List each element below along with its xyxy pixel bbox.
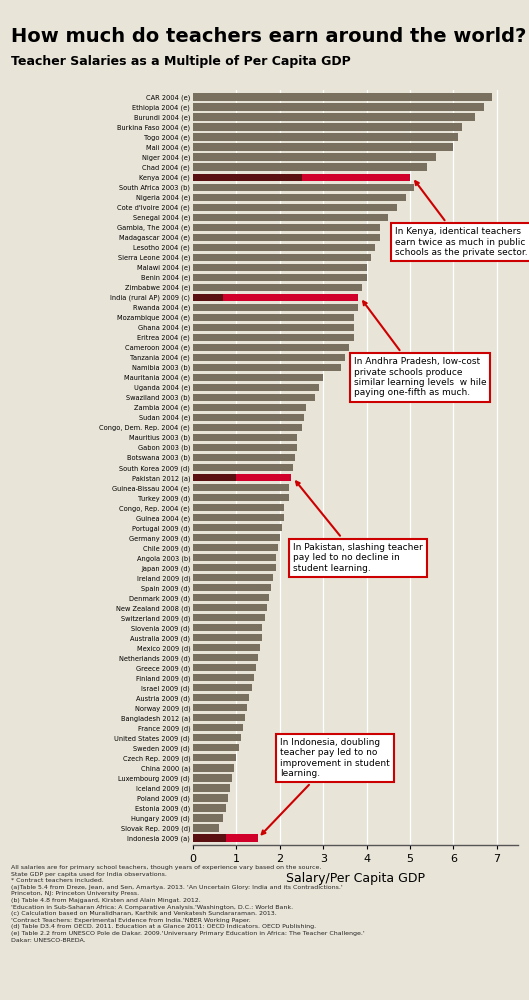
- Bar: [193, 304, 358, 311]
- Bar: [193, 494, 288, 501]
- Bar: [193, 614, 264, 621]
- Bar: [193, 244, 375, 251]
- Bar: [193, 794, 228, 802]
- Bar: [193, 103, 484, 111]
- Bar: [193, 324, 353, 331]
- Bar: [193, 674, 254, 681]
- Text: Teacher Salaries as a Multiple of Per Capita GDP: Teacher Salaries as a Multiple of Per Ca…: [11, 55, 350, 68]
- Bar: [193, 704, 248, 711]
- Bar: [193, 504, 284, 511]
- Bar: [193, 334, 353, 341]
- Bar: [193, 214, 388, 221]
- Bar: [193, 554, 276, 561]
- Bar: [193, 574, 273, 581]
- Bar: [193, 744, 239, 751]
- Bar: [193, 684, 252, 691]
- Bar: [193, 374, 323, 381]
- Bar: [193, 434, 297, 441]
- Bar: [193, 424, 302, 431]
- Bar: [193, 284, 362, 291]
- Bar: [193, 414, 304, 421]
- Bar: [193, 143, 453, 151]
- Bar: [193, 774, 232, 782]
- Bar: [193, 764, 234, 772]
- Bar: [193, 824, 219, 832]
- Bar: [193, 163, 427, 171]
- Bar: [193, 534, 280, 541]
- Bar: [193, 294, 223, 301]
- Bar: [193, 93, 492, 101]
- Bar: [193, 464, 293, 471]
- Bar: [193, 544, 278, 551]
- Bar: [193, 584, 271, 591]
- Bar: [193, 174, 302, 181]
- Bar: [193, 444, 297, 451]
- Bar: [193, 714, 245, 721]
- Bar: [193, 344, 349, 351]
- Bar: [236, 474, 291, 481]
- Bar: [193, 454, 295, 461]
- Text: In Kenya, identical teachers
earn twice as much in public
schools as the private: In Kenya, identical teachers earn twice …: [395, 181, 527, 257]
- Text: In Indonesia, doubling
teacher pay led to no
improvement in student
learning.: In Indonesia, doubling teacher pay led t…: [262, 738, 389, 834]
- Text: In Andhra Pradesh, low-cost
private schools produce
similar learning levels  w h: In Andhra Pradesh, low-cost private scho…: [353, 301, 486, 397]
- X-axis label: Salary/Per Capita GDP: Salary/Per Capita GDP: [286, 872, 425, 885]
- Bar: [193, 784, 230, 792]
- Bar: [193, 604, 267, 611]
- Bar: [193, 634, 262, 641]
- Bar: [193, 594, 269, 601]
- Bar: [193, 834, 225, 842]
- Bar: [193, 113, 475, 121]
- Bar: [193, 364, 341, 371]
- Bar: [193, 484, 288, 491]
- Bar: [193, 384, 319, 391]
- Bar: [193, 264, 367, 271]
- Bar: [193, 133, 458, 141]
- Bar: [193, 724, 243, 731]
- Bar: [193, 654, 258, 661]
- Bar: [193, 734, 241, 741]
- Bar: [193, 694, 250, 701]
- Bar: [193, 564, 276, 571]
- Bar: [193, 123, 462, 131]
- Bar: [193, 274, 367, 281]
- Text: In Pakistan, slashing teacher
pay led to no decline in
student learning.: In Pakistan, slashing teacher pay led to…: [293, 481, 423, 573]
- Bar: [193, 754, 236, 761]
- Text: How much do teachers earn around the world?: How much do teachers earn around the wor…: [11, 27, 526, 46]
- Bar: [193, 814, 223, 822]
- Bar: [193, 524, 282, 531]
- Bar: [193, 184, 414, 191]
- Text: All salaries are for primary school teachers, though years of experience vary ba: All salaries are for primary school teac…: [11, 865, 364, 943]
- Bar: [193, 644, 260, 651]
- Bar: [193, 314, 353, 321]
- Bar: [193, 204, 397, 211]
- Bar: [193, 234, 380, 241]
- Bar: [193, 394, 315, 401]
- Bar: [193, 194, 406, 201]
- Bar: [193, 664, 256, 671]
- Bar: [223, 294, 358, 301]
- Bar: [193, 153, 436, 161]
- Bar: [193, 474, 236, 481]
- Bar: [225, 834, 258, 842]
- Bar: [193, 514, 284, 521]
- Bar: [193, 804, 225, 812]
- Bar: [193, 254, 371, 261]
- Bar: [193, 404, 306, 411]
- Bar: [302, 174, 410, 181]
- Bar: [193, 624, 262, 631]
- Bar: [193, 224, 380, 231]
- Bar: [193, 354, 345, 361]
